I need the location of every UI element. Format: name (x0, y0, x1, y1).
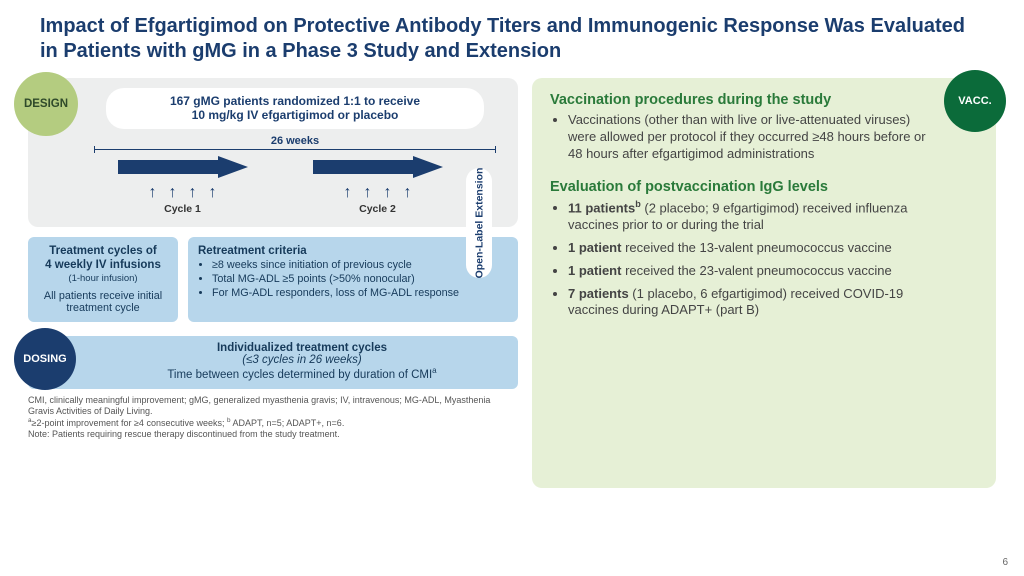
cycle2-arrow-icon (313, 156, 443, 178)
vacc-eval-list: 11 patientsb (2 placebo; 9 efgartigimod)… (550, 199, 936, 320)
dosing-wrap: DOSING Individualized treatment cycles (… (28, 336, 518, 389)
footnotes: CMI, clinically meaningful improvement; … (28, 395, 518, 441)
vacc-bold: 1 patient (568, 240, 621, 255)
dosing-sub: (≤3 cycles in 26 weeks) (242, 354, 361, 366)
dosing-line2: Time between cycles determined by durati… (167, 369, 432, 381)
vacc-badge: VACC. (944, 70, 1006, 132)
footnote-2: a≥2-point improvement for ≥4 consecutive… (28, 417, 512, 429)
up-arrow-icon: ↑ (189, 185, 197, 201)
left-column: DESIGN 167 gMG patients randomized 1:1 t… (28, 70, 518, 488)
randomized-line2: 10 mg/kg IV efgartigimod or placebo (118, 108, 472, 122)
retreat-list: ≥8 weeks since initiation of previous cy… (198, 259, 508, 300)
info-boxes-row: Treatment cycles of 4 weekly IV infusion… (28, 237, 518, 322)
cycle2-label: Cycle 2 (287, 203, 468, 215)
randomization-pill: 167 gMG patients randomized 1:1 to recei… (106, 88, 484, 129)
footnote-3: Note: Patients requiring rescue therapy … (28, 429, 512, 440)
ole-label: Open-Label Extension (473, 167, 485, 278)
vacc-proc-item: Vaccinations (other than with live or li… (568, 112, 936, 163)
treatment-cycles-box: Treatment cycles of 4 weekly IV infusion… (28, 237, 178, 322)
cycle-1-col: ↑ ↑ ↑ ↑ Cycle 1 (92, 156, 273, 215)
vacc-eval-item: 1 patient received the 13-valent pneumoc… (568, 240, 936, 257)
cycle1-up-arrows: ↑ ↑ ↑ ↑ (92, 185, 273, 201)
up-arrow-icon: ↑ (364, 185, 372, 201)
content-columns: DESIGN 167 gMG patients randomized 1:1 t… (0, 70, 1024, 488)
vacc-eval-item: 1 patient received the 23-valent pneumoc… (568, 263, 936, 280)
dosing-box: Individualized treatment cycles (≤3 cycl… (28, 336, 518, 389)
cycles-row: ↑↑↑↑ Cycle 1 ↑↑↑↑ Cycle 2 Open-Label Ext… (92, 156, 498, 215)
treatment-sub: (1-hour infusion) (38, 273, 168, 284)
right-column: VACC. Vaccination procedures during the … (532, 70, 996, 488)
dosing-hd: Individualized treatment cycles (217, 342, 387, 354)
fn-b-text: ADAPT, n=5; ADAPT+, n=6. (231, 418, 345, 428)
page-title: Impact of Efgartigimod on Protective Ant… (0, 0, 1024, 70)
vacc-bold: 11 patients (568, 200, 635, 215)
treatment-hd2: 4 weekly IV infusions (38, 259, 168, 271)
vacc-rest: received the 23-valent pneumococcus vacc… (621, 263, 891, 278)
vacc-bold: 7 patients (568, 286, 629, 301)
cycle1-arrow-icon (118, 156, 248, 178)
vacc-h2: Evaluation of postvaccination IgG levels (550, 179, 936, 195)
vacc-eval-item: 11 patientsb (2 placebo; 9 efgartigimod)… (568, 199, 936, 234)
randomized-line1: 167 gMG patients randomized 1:1 to recei… (118, 94, 472, 108)
design-badge: DESIGN (14, 72, 78, 136)
vaccination-panel: VACC. Vaccination procedures during the … (532, 78, 996, 488)
up-arrow-icon: ↑ (384, 185, 392, 201)
retreat-hd: Retreatment criteria (198, 245, 508, 257)
vacc-rest: received the 13-valent pneumococcus vacc… (621, 240, 891, 255)
up-arrow-icon: ↑ (149, 185, 157, 201)
treatment-hd1: Treatment cycles of (38, 245, 168, 257)
weeks-bracket (94, 149, 496, 150)
cycle2-up-arrows: ↑ ↑ ↑ ↑ (287, 185, 468, 201)
up-arrow-icon: ↑ (344, 185, 352, 201)
retreat-item: ≥8 weeks since initiation of previous cy… (212, 259, 508, 272)
treatment-line2: All patients receive initial treatment c… (38, 290, 168, 314)
up-arrow-icon: ↑ (404, 185, 412, 201)
vacc-proc-list: Vaccinations (other than with live or li… (550, 112, 936, 163)
weeks-label: 26 weeks (86, 135, 504, 147)
ole-pill: Open-Label Extension (466, 168, 492, 278)
up-arrow-icon: ↑ (209, 185, 217, 201)
vacc-h1: Vaccination procedures during the study (550, 92, 936, 108)
dosing-sup: a (432, 366, 436, 375)
up-arrow-icon: ↑ (169, 185, 177, 201)
fn-a-text: ≥2-point improvement for ≥4 consecutive … (32, 418, 227, 428)
cycle-2-col: ↑ ↑ ↑ ↑ Cycle 2 (287, 156, 468, 215)
cycle1-label: Cycle 1 (92, 203, 273, 215)
vacc-eval-item: 7 patients (1 placebo, 6 efgartigimod) r… (568, 286, 936, 320)
dosing-badge: DOSING (14, 328, 76, 390)
retreat-item: For MG-ADL responders, loss of MG-ADL re… (212, 287, 508, 300)
vacc-bold: 1 patient (568, 263, 621, 278)
design-panel: DESIGN 167 gMG patients randomized 1:1 t… (28, 78, 518, 227)
page-number: 6 (1002, 557, 1008, 568)
footnote-1: CMI, clinically meaningful improvement; … (28, 395, 512, 418)
retreat-item: Total MG-ADL ≥5 points (>50% nonocular) (212, 273, 508, 286)
